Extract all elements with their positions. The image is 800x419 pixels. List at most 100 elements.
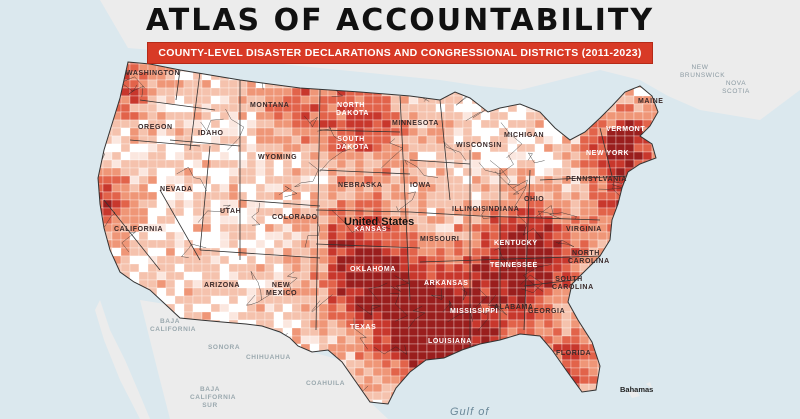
county-cell: [435, 159, 446, 169]
county-cell: [381, 335, 392, 345]
county-cell: [291, 303, 302, 313]
county-cell: [570, 191, 581, 201]
county-cell: [417, 207, 428, 217]
county-cell: [156, 159, 167, 169]
county-cell: [480, 183, 491, 193]
county-cell: [237, 111, 248, 121]
state-label-north-carolina: NORTH CAROLINA: [568, 250, 610, 265]
state-label-north-dakota: NORTH DAKOTA: [336, 102, 370, 117]
county-cell: [507, 295, 518, 305]
county-cell: [534, 223, 545, 233]
county-cell: [354, 359, 365, 369]
county-cell: [237, 151, 248, 161]
county-cell: [147, 87, 158, 97]
county-cell: [489, 127, 500, 137]
county-cell: [300, 183, 311, 193]
county-cell: [426, 143, 437, 153]
county-cell: [102, 167, 113, 177]
county-cell: [183, 279, 194, 289]
county-cell: [426, 167, 437, 177]
county-cell: [291, 231, 302, 241]
county-cell: [516, 167, 527, 177]
county-cell: [372, 279, 383, 289]
county-cell: [561, 183, 572, 193]
county-cell: [471, 247, 482, 257]
county-cell: [489, 175, 500, 185]
county-cell: [327, 279, 338, 289]
county-cell: [129, 95, 140, 105]
county-cell: [480, 151, 491, 161]
district-boundary: [447, 310, 473, 323]
water-label-gulf: Gulf of: [450, 406, 490, 418]
county-cell: [543, 191, 554, 201]
county-cell: [210, 255, 221, 265]
county-cell: [273, 239, 284, 249]
county-cell: [453, 319, 464, 329]
county-cell: [426, 191, 437, 201]
county-cell: [417, 287, 428, 297]
county-cell: [318, 95, 329, 105]
county-cell: [570, 159, 581, 169]
county-cell: [237, 183, 248, 193]
county-cell: [192, 303, 203, 313]
county-cell: [399, 231, 410, 241]
county-cell: [345, 287, 356, 297]
county-cell: [138, 239, 149, 249]
county-cell: [462, 167, 473, 177]
county-cell: [138, 143, 149, 153]
county-cell: [570, 183, 581, 193]
county-cell: [120, 95, 131, 105]
county-cell: [327, 215, 338, 225]
county-cell: [210, 183, 221, 193]
county-cell: [417, 127, 428, 137]
county-cell: [480, 223, 491, 233]
county-cell: [192, 223, 203, 233]
county-cell: [399, 303, 410, 313]
state-label-colorado: COLORADO: [272, 214, 318, 221]
district-boundary: [304, 115, 318, 128]
county-cell: [345, 119, 356, 129]
place-label-bahamas: Bahamas: [620, 385, 654, 394]
county-cell: [363, 351, 374, 361]
county-cell: [210, 79, 221, 89]
county-cell: [444, 271, 455, 281]
county-cell: [300, 191, 311, 201]
county-cell: [444, 103, 455, 113]
county-cell: [228, 127, 239, 137]
county-cell: [354, 303, 365, 313]
county-cell: [282, 87, 293, 97]
county-cell: [309, 327, 320, 337]
county-cell: [579, 183, 590, 193]
county-cell: [336, 191, 347, 201]
county-cell: [156, 151, 167, 161]
state-label-new-mexico: NEW MEXICO: [266, 282, 298, 297]
county-cell: [489, 287, 500, 297]
district-boundary: [250, 271, 262, 301]
district-boundary: [98, 142, 105, 163]
county-cell: [165, 247, 176, 257]
county-cell: [363, 159, 374, 169]
county-cell: [552, 143, 563, 153]
county-cell: [642, 103, 653, 113]
county-cell: [264, 143, 275, 153]
county-cell: [381, 119, 392, 129]
county-cell: [300, 263, 311, 273]
county-cell: [372, 399, 383, 404]
county-cell: [255, 175, 266, 185]
county-cell: [255, 295, 266, 305]
county-cell: [381, 351, 392, 361]
county-cell: [309, 287, 320, 297]
county-cell: [507, 167, 518, 177]
county-cell: [435, 271, 446, 281]
county-cell: [210, 231, 221, 241]
state-label-florida: FLORIDA: [556, 350, 592, 357]
county-cell: [354, 247, 365, 257]
county-cell: [435, 343, 446, 353]
county-cell: [300, 111, 311, 121]
county-cell: [444, 175, 455, 185]
county-cell: [408, 343, 419, 353]
county-cell: [462, 119, 473, 129]
county-cell: [228, 271, 239, 281]
county-cell: [165, 239, 176, 249]
